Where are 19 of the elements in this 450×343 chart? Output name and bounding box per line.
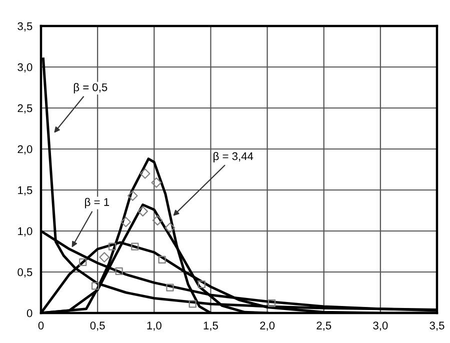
y-tick-label: 2,0 — [18, 145, 32, 154]
x-tick-label: 3,5 — [430, 322, 444, 331]
annotation: β = 3,44 — [214, 152, 254, 162]
x-tick-label: 0,5 — [90, 322, 105, 331]
x-tick-label: 2,5 — [316, 322, 332, 331]
y-tick-label: 3,5 — [18, 22, 32, 32]
y-tick-label: 0,5 — [18, 268, 32, 278]
y-tick-label: 2,5 — [18, 104, 32, 114]
x-tick-label: 1,5 — [204, 322, 218, 331]
annotation: β = 1 — [85, 198, 109, 208]
y-tick-label: 3,0 — [18, 63, 32, 72]
x-tick-label: 0 — [38, 322, 44, 330]
x-tick-label: 2,0 — [260, 322, 275, 331]
y-tick-label: 1,5 — [18, 186, 32, 196]
x-tick-label: 1,0 — [147, 322, 162, 331]
x-tick-label: 3,0 — [373, 322, 388, 331]
y-tick-label: 1,0 — [18, 227, 32, 236]
y-tick-label: 0 — [26, 309, 32, 318]
annotation: β = 0,5 — [74, 83, 108, 94]
